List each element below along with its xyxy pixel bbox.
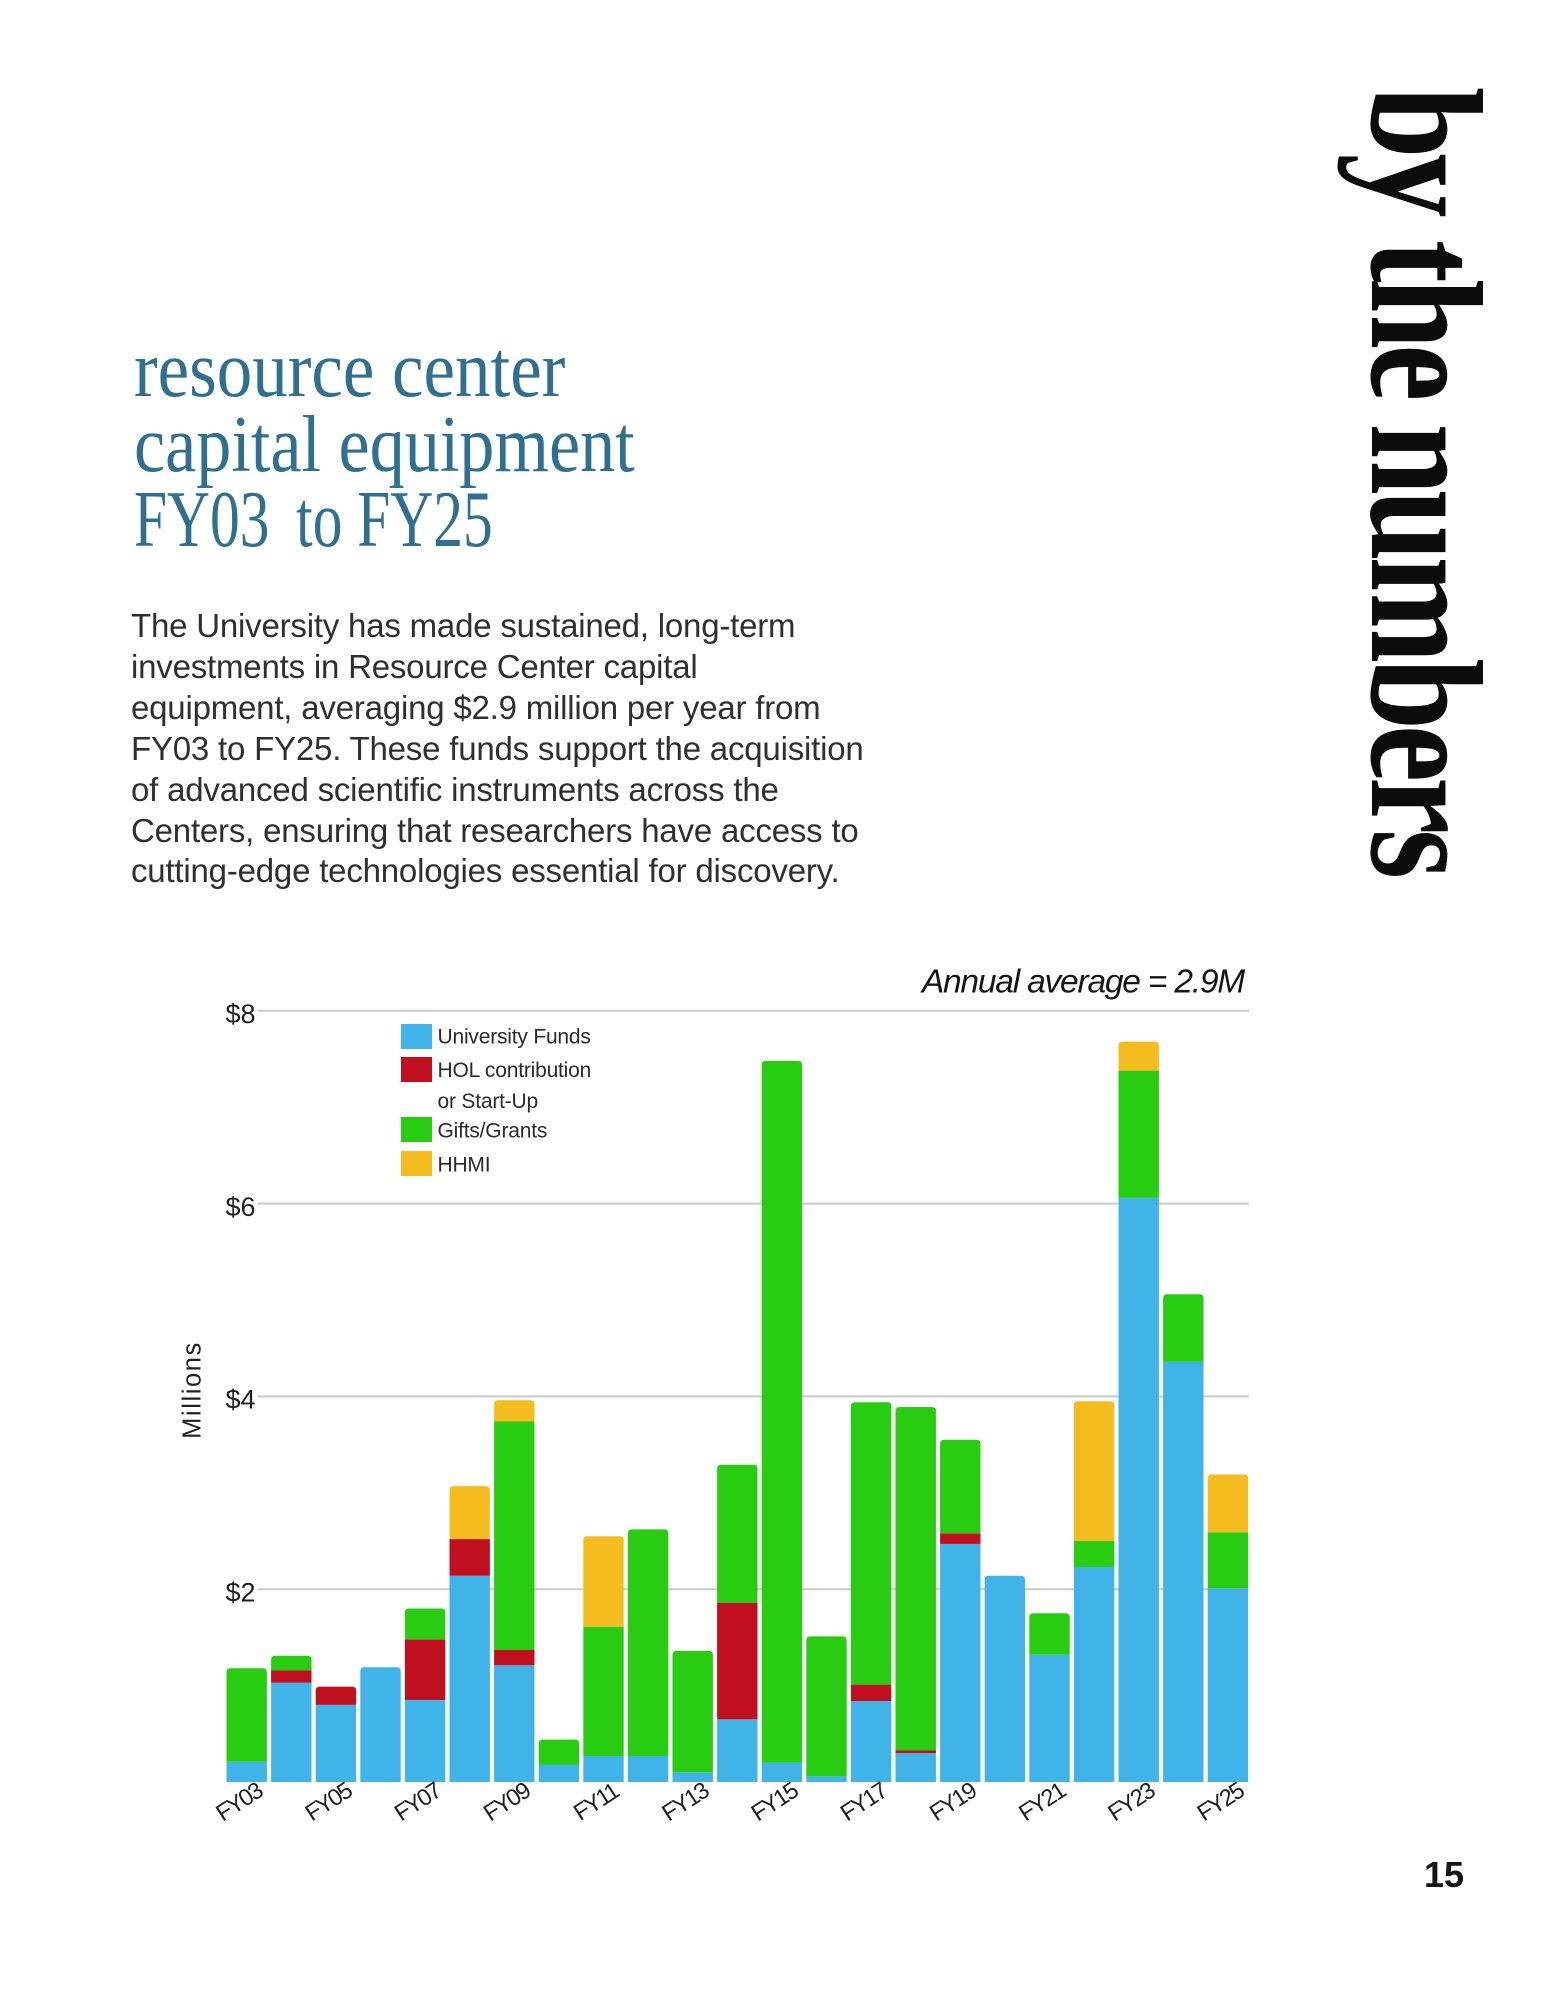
svg-text:FY19: FY19	[925, 1777, 981, 1826]
svg-text:University Funds: University Funds	[438, 1026, 591, 1049]
svg-text:Millions: Millions	[179, 1341, 207, 1439]
svg-text:$8: $8	[225, 999, 255, 1029]
svg-text:FY15: FY15	[746, 1777, 803, 1826]
svg-text:HOL contribution: HOL contribution	[438, 1059, 592, 1082]
svg-text:Gifts/Grants: Gifts/Grants	[438, 1120, 548, 1143]
svg-text:$6: $6	[225, 1192, 255, 1222]
svg-text:$2: $2	[225, 1578, 255, 1608]
svg-text:FY23: FY23	[1103, 1777, 1160, 1826]
svg-text:FY17: FY17	[836, 1777, 892, 1826]
svg-text:HHMI: HHMI	[438, 1154, 491, 1177]
svg-text:FY13: FY13	[657, 1777, 714, 1826]
svg-text:Annual average = 2.9M: Annual average = 2.9M	[920, 963, 1245, 1000]
svg-text:FY05: FY05	[300, 1777, 357, 1826]
svg-text:FY07: FY07	[390, 1777, 446, 1826]
svg-text:FY03: FY03	[211, 1777, 268, 1826]
svg-text:FY11: FY11	[569, 1778, 623, 1826]
svg-text:or Start-Up: or Start-Up	[438, 1090, 539, 1113]
svg-text:$4: $4	[225, 1385, 255, 1415]
svg-text:FY25: FY25	[1192, 1777, 1249, 1826]
svg-text:FY21: FY21	[1014, 1777, 1070, 1826]
svg-text:FY09: FY09	[479, 1777, 535, 1826]
